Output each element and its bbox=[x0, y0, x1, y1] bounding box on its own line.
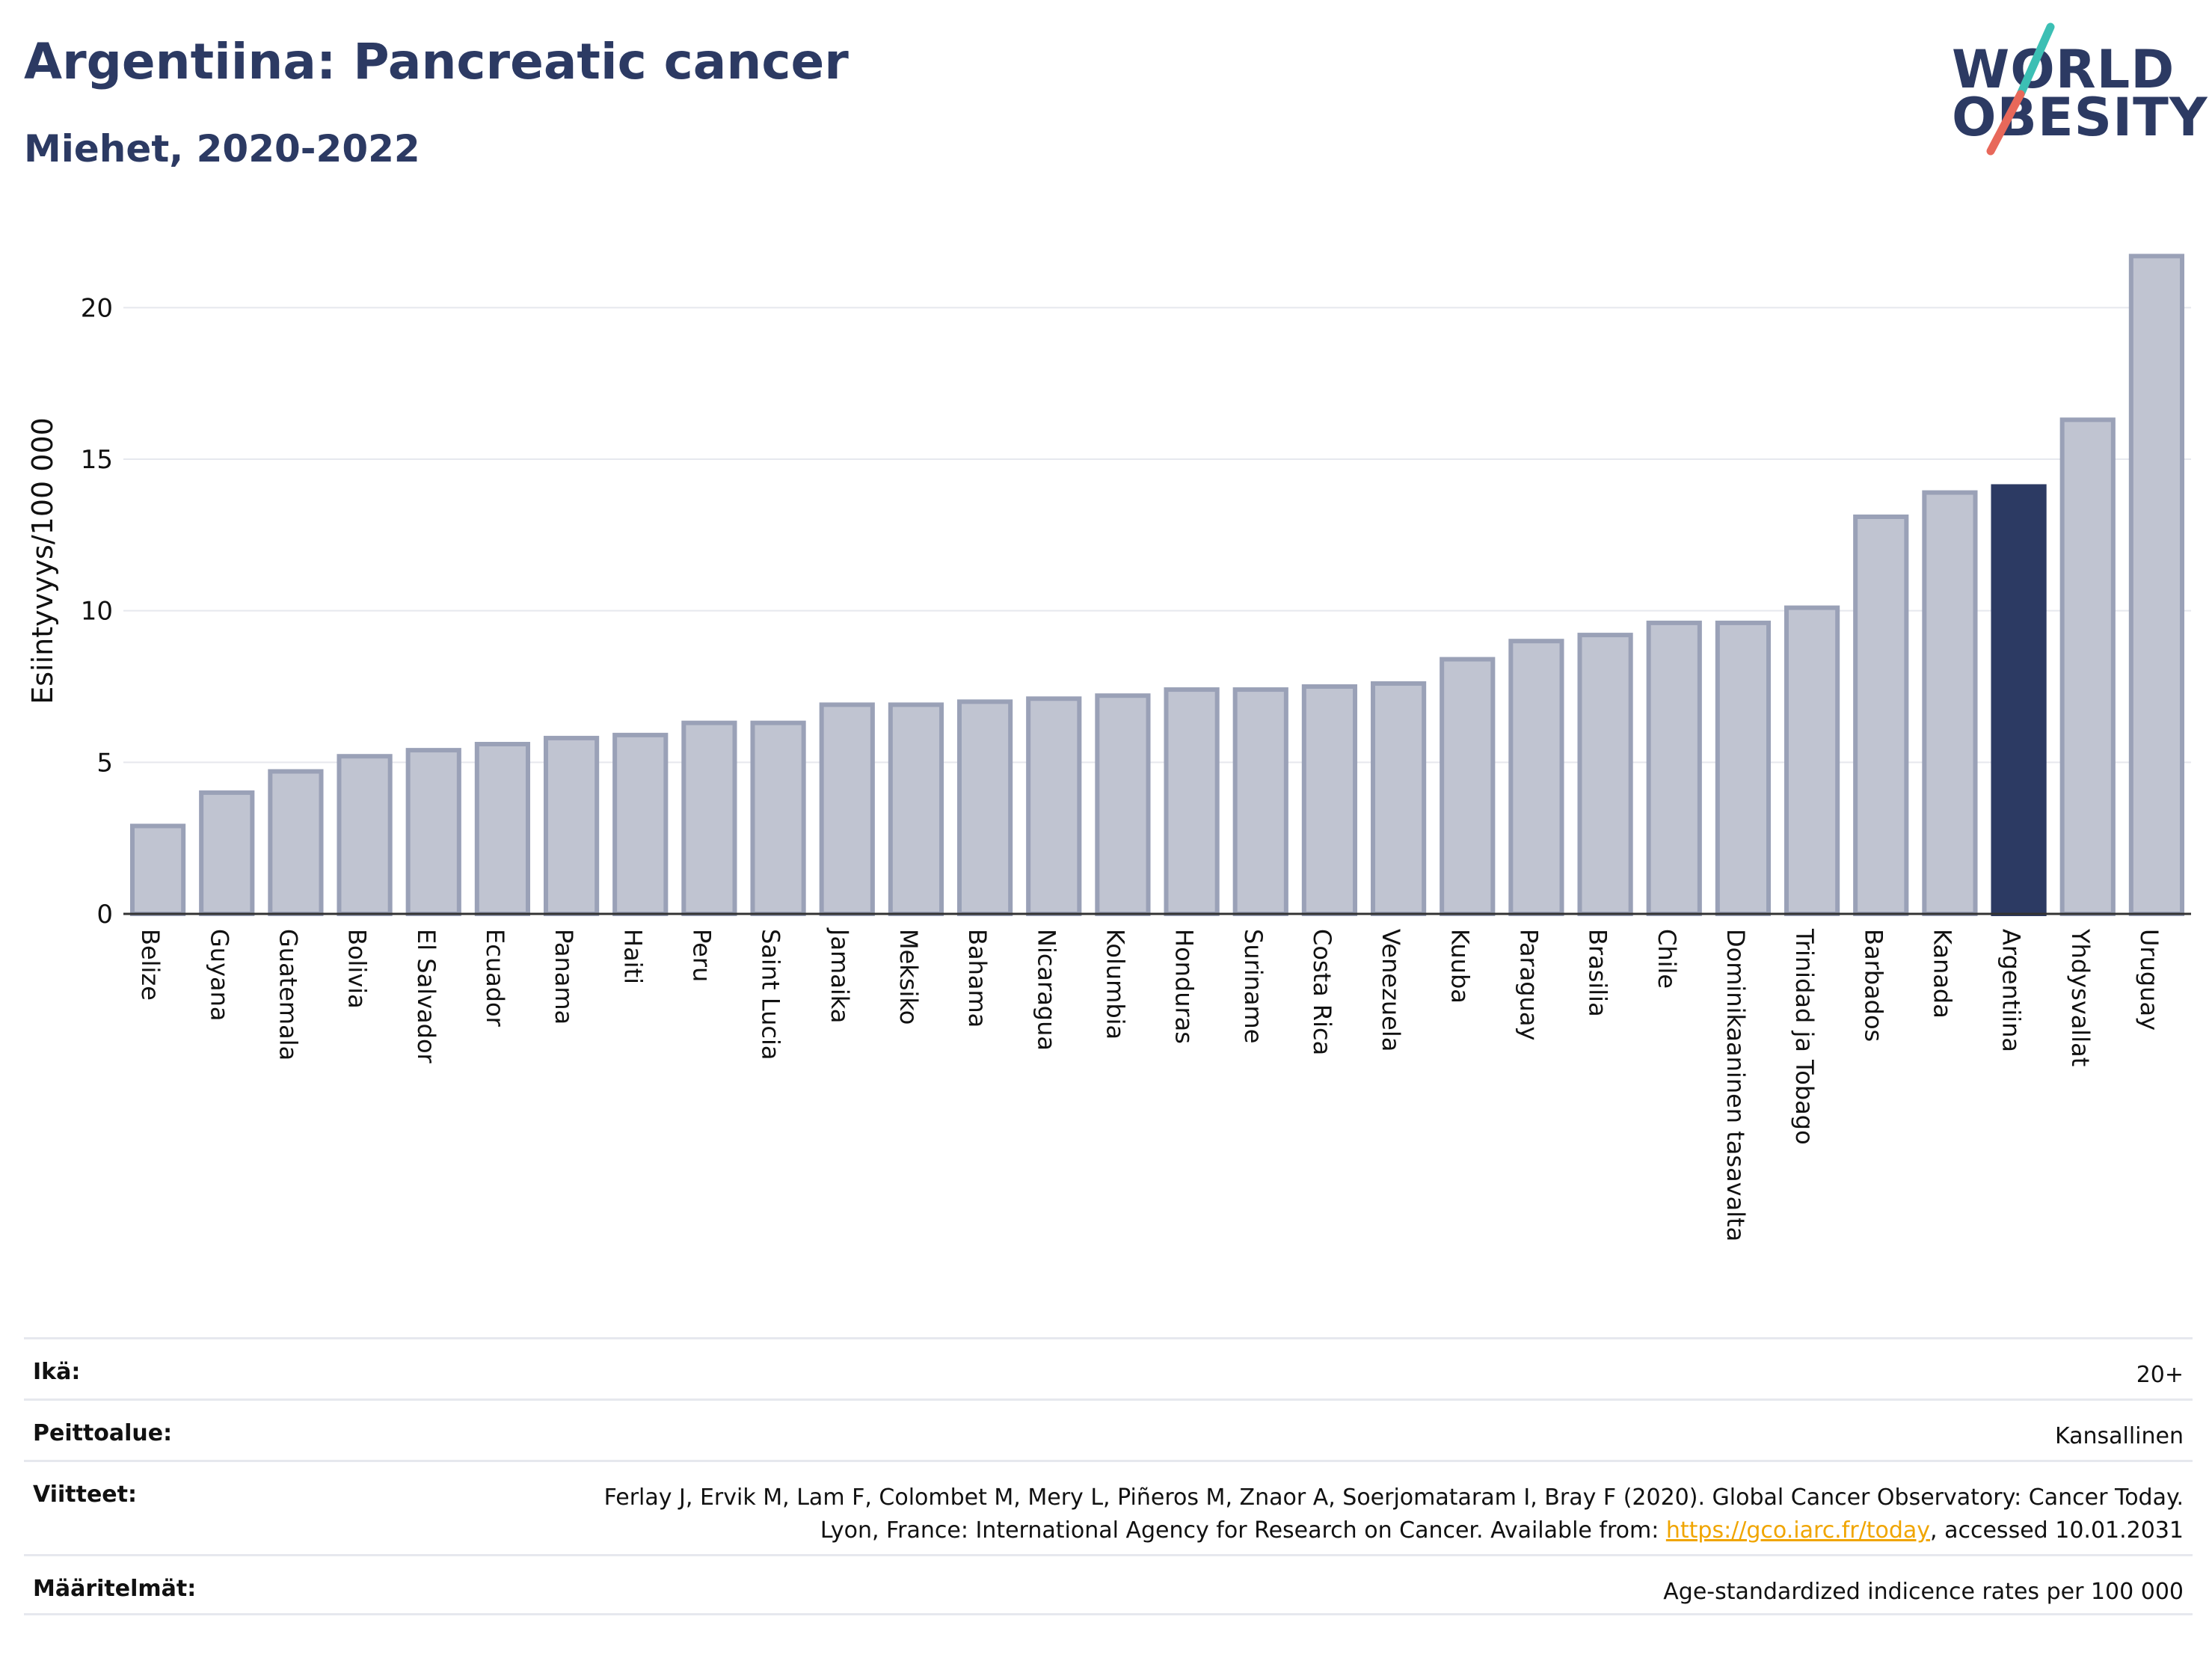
x-tick-label: Dominikaaninen tasavalta bbox=[1721, 929, 1750, 1241]
x-tick-label: Trinidad ja Tobago bbox=[1790, 928, 1819, 1145]
x-tick-label: Guyana bbox=[205, 929, 233, 1022]
meta-row-coverage: Peittoalue: Kansallinen bbox=[24, 1398, 2193, 1460]
bar-trinidad-ja-tobago bbox=[1784, 605, 1840, 916]
bar-argentiina bbox=[1991, 484, 2047, 917]
bar-kuuba bbox=[1440, 657, 1496, 917]
x-tick-label: Ecuador bbox=[481, 929, 509, 1028]
bar-el-salvador bbox=[405, 748, 461, 916]
logo-line-1: WORLD bbox=[1952, 39, 2175, 100]
meta-row-references: Viitteet: Ferlay J, Ervik M, Lam F, Colo… bbox=[24, 1460, 2193, 1554]
bar-suriname bbox=[1232, 687, 1288, 916]
logo-slash-icon bbox=[1986, 22, 2055, 156]
references-text: Ferlay J, Ervik M, Lam F, Colombet M, Me… bbox=[603, 1484, 2184, 1544]
bar-bahama bbox=[956, 699, 1013, 916]
bar-kanada bbox=[1922, 490, 1978, 916]
bar-uruguay bbox=[2128, 254, 2185, 916]
references-accessed: , accessed 10.01.2031 bbox=[1930, 1517, 2184, 1544]
x-tick-label: Kuuba bbox=[1446, 929, 1474, 1004]
bar-kolumbia bbox=[1095, 693, 1151, 916]
logo-line-2: OBESITY bbox=[1952, 87, 2208, 148]
bar-paraguay bbox=[1508, 639, 1564, 916]
x-tick-label: Paraguay bbox=[1514, 929, 1543, 1040]
x-tick-label: Kolumbia bbox=[1101, 929, 1129, 1040]
bar-brasilia bbox=[1577, 633, 1633, 916]
x-tick-label: Panama bbox=[550, 929, 578, 1025]
bar-nicaragua bbox=[1026, 696, 1082, 916]
x-tick-label: Belize bbox=[136, 929, 165, 1001]
x-tick-label: Costa Rica bbox=[1308, 929, 1336, 1055]
y-tick-label: 0 bbox=[96, 900, 113, 930]
bar-panama bbox=[543, 735, 600, 917]
chart-title: Argentiina: Pancreatic cancer bbox=[24, 33, 849, 90]
metadata-table: Ikä: 20+ Peittoalue: Kansallinen Viittee… bbox=[24, 1337, 2193, 1615]
definitions-value: Age-standardized indicence rates per 100… bbox=[1663, 1579, 2184, 1605]
bar-bolivia bbox=[337, 754, 393, 917]
x-tick-label: Yhdysvallat bbox=[2066, 928, 2095, 1066]
world-obesity-logo: WORLD OBESITY bbox=[1952, 22, 2208, 157]
x-tick-label: Bahama bbox=[963, 929, 992, 1028]
x-tick-label: Guatemala bbox=[274, 929, 302, 1060]
bar-venezuela bbox=[1370, 681, 1427, 916]
meta-row-definitions: Määritelmät: Age-standardized indicence … bbox=[24, 1554, 2193, 1615]
x-tick-label: Uruguay bbox=[2135, 929, 2163, 1031]
bar-meksiko bbox=[888, 702, 944, 916]
y-tick-label: 15 bbox=[81, 445, 113, 475]
bar-chile bbox=[1646, 620, 1702, 916]
bar-guatemala bbox=[268, 769, 324, 917]
bar-saint-lucia bbox=[750, 720, 806, 917]
bar-belize bbox=[129, 823, 186, 916]
coverage-label: Peittoalue: bbox=[33, 1420, 173, 1446]
bar-ecuador bbox=[474, 742, 531, 916]
x-tick-label: Jamaika bbox=[826, 927, 854, 1023]
bar-yhdysvallat bbox=[2059, 417, 2116, 917]
x-tick-label: Brasilia bbox=[1584, 929, 1612, 1017]
meta-row-age: Ikä: 20+ bbox=[24, 1337, 2193, 1398]
x-tick-label: Venezuela bbox=[1377, 929, 1405, 1051]
y-axis-label: Esiintyvyys/100 000 bbox=[26, 417, 59, 704]
references-link[interactable]: https://gco.iarc.fr/today bbox=[1665, 1517, 1931, 1544]
bar-guyana bbox=[199, 790, 255, 916]
bar-jamaika bbox=[819, 702, 875, 916]
bar-dominikaaninen-tasavalta bbox=[1715, 620, 1772, 916]
coverage-value: Kansallinen bbox=[2054, 1423, 2184, 1449]
x-tick-label: Suriname bbox=[1239, 929, 1268, 1043]
definitions-label: Määritelmät: bbox=[33, 1576, 197, 1602]
x-tick-label: Saint Lucia bbox=[757, 929, 785, 1060]
x-tick-label: Barbados bbox=[1859, 929, 1887, 1042]
references-label: Viitteet: bbox=[33, 1481, 137, 1508]
bar-haiti bbox=[612, 732, 669, 916]
y-tick-label: 5 bbox=[96, 748, 113, 778]
x-tick-label: Argentiina bbox=[1997, 929, 2026, 1052]
bar-honduras bbox=[1164, 687, 1220, 916]
axes: 0 5 10 15 20 Belize Guyana Guatemala Bolivia El S… bbox=[81, 293, 2191, 1241]
x-tick-label: Peru bbox=[687, 929, 716, 982]
x-tick-label: Chile bbox=[1653, 929, 1681, 989]
bar-chart: 0 5 10 15 20 Belize Guyana Guatemala Bolivia El S… bbox=[26, 254, 2191, 1241]
x-tick-label: Nicaragua bbox=[1032, 929, 1060, 1051]
x-tick-label: Honduras bbox=[1170, 929, 1199, 1044]
x-tick-label: El Salvador bbox=[412, 929, 440, 1064]
x-tick-label: Bolivia bbox=[343, 929, 372, 1009]
age-value: 20+ bbox=[2136, 1362, 2184, 1388]
x-tick-label: Meksiko bbox=[894, 929, 923, 1025]
bars bbox=[129, 254, 2185, 917]
bar-peru bbox=[681, 720, 737, 917]
chart-subtitle: Miehet, 2020-2022 bbox=[24, 127, 420, 171]
x-tick-label: Haiti bbox=[618, 929, 647, 984]
grid-lines bbox=[123, 307, 2191, 764]
bar-barbados bbox=[1853, 515, 1909, 917]
references-value: Ferlay J, Ervik M, Lam F, Colombet M, Me… bbox=[538, 1481, 2184, 1547]
y-tick-label: 10 bbox=[81, 597, 113, 627]
age-label: Ikä: bbox=[33, 1359, 81, 1385]
y-tick-label: 20 bbox=[81, 293, 113, 323]
x-tick-label: Kanada bbox=[1928, 929, 1956, 1019]
bar-costa-rica bbox=[1301, 684, 1358, 916]
